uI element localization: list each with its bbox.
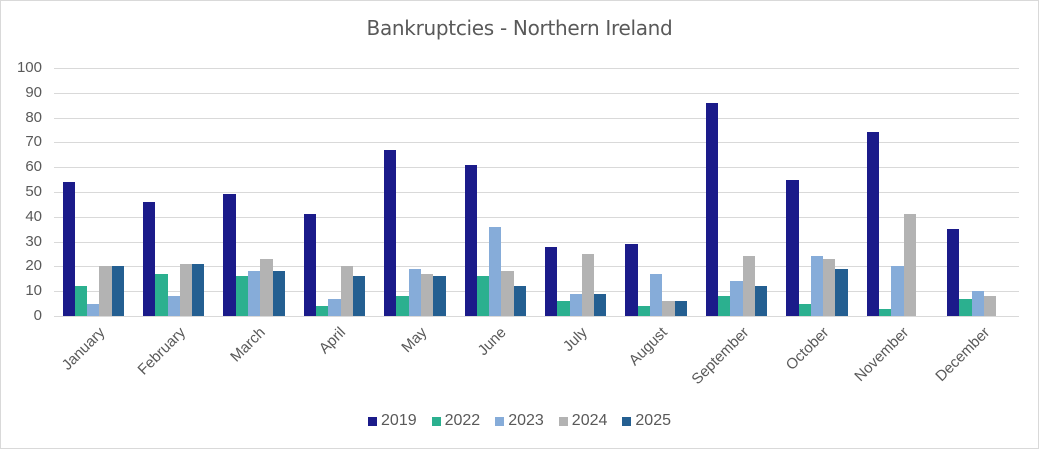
- bar-2025-may: [433, 276, 446, 316]
- bar-2019-september: [705, 102, 719, 316]
- y-tick-label: 50: [25, 183, 42, 200]
- bar-2024-may: [421, 273, 434, 316]
- y-tick-label: 30: [25, 232, 42, 250]
- bar-2024-september: [742, 256, 756, 316]
- bar-2023-august: [650, 273, 663, 316]
- bar-2019-may: [384, 149, 397, 316]
- bar-2022-may: [396, 296, 409, 316]
- bar-2025-september: [755, 286, 768, 316]
- bar-2022-september: [718, 296, 731, 316]
- bar-2024-february: [179, 263, 193, 316]
- bar-2023-july: [569, 293, 582, 316]
- bar-2022-august: [637, 306, 650, 316]
- gridline: [54, 291, 1019, 293]
- y-tick-label: 100: [16, 59, 42, 76]
- bar-2025-april: [352, 276, 366, 316]
- bar-2023-may: [408, 268, 422, 316]
- bar-2024-june: [501, 271, 514, 316]
- gridline: [54, 216, 1019, 218]
- bar-2023-september: [730, 281, 743, 316]
- bar-2022-january: [74, 286, 88, 316]
- gridline: [54, 142, 1019, 144]
- bar-2023-april: [328, 298, 341, 316]
- legend-swatch-icon: [558, 416, 568, 426]
- bar-2025-june: [513, 286, 527, 316]
- y-tick-label: 10: [25, 282, 42, 300]
- legend-label: 2022: [444, 412, 481, 429]
- legend-swatch-icon: [622, 416, 632, 426]
- legend-label: 2019: [381, 412, 417, 429]
- bar-2025-october: [835, 268, 848, 316]
- legend-item-2024: 2024: [558, 412, 608, 430]
- bar-2022-march: [235, 276, 248, 316]
- bar-2019-april: [303, 214, 317, 316]
- chart-title: Bankruptcies - Northern Ireland: [366, 16, 673, 40]
- bar-2024-november: [903, 214, 916, 316]
- bar-2025-july: [594, 293, 607, 316]
- bar-2022-june: [476, 276, 490, 316]
- legend-item-2019: 2019: [368, 412, 417, 430]
- bar-2023-november: [891, 266, 904, 316]
- bar-2023-june: [489, 226, 502, 316]
- bar-2025-january: [111, 266, 124, 316]
- legend-item-2025: 2025: [622, 412, 671, 430]
- bar-2024-january: [99, 266, 112, 316]
- bar-2019-november: [866, 132, 879, 316]
- y-tick-label: 0: [33, 307, 42, 324]
- gridline: [54, 316, 1019, 317]
- legend: 2019 2022 2023 2024 2025: [0, 412, 1039, 430]
- legend-item-2023: 2023: [495, 412, 544, 430]
- bar-2019-february: [142, 201, 156, 316]
- bar-2019-july: [545, 246, 558, 316]
- bar-2024-october: [823, 258, 836, 316]
- gridline: [54, 192, 1019, 193]
- bar-2019-january: [62, 182, 75, 316]
- bar-2019-october: [786, 179, 799, 316]
- y-tick-label: 90: [25, 83, 42, 101]
- legend-label: 2025: [635, 412, 671, 429]
- bar-2022-april: [316, 306, 329, 316]
- bar-2024-april: [340, 266, 353, 316]
- bar-2022-november: [878, 308, 892, 316]
- legend-swatch-icon: [495, 416, 505, 426]
- bar-2019-december: [947, 229, 960, 316]
- bar-2022-july: [557, 301, 570, 316]
- bar-2022-october: [798, 303, 811, 316]
- bar-2022-december: [959, 298, 972, 316]
- legend-item-2022: 2022: [431, 412, 481, 430]
- bar-2025-march: [272, 271, 285, 316]
- bar-2023-october: [810, 256, 824, 316]
- y-tick-label: 80: [25, 108, 42, 126]
- legend-swatch-icon: [431, 416, 441, 426]
- y-tick-label: 60: [25, 158, 42, 176]
- bar-2019-june: [464, 164, 477, 316]
- bar-2023-december: [971, 291, 984, 316]
- bar-2024-december: [983, 296, 997, 316]
- gridline: [54, 241, 1019, 243]
- bar-2023-february: [167, 296, 180, 316]
- bar-2023-january: [87, 303, 100, 316]
- bar-2025-february: [192, 263, 205, 316]
- bar-2019-march: [223, 194, 236, 316]
- legend-label: 2023: [508, 412, 544, 429]
- gridline: [54, 167, 1019, 169]
- bar-2024-july: [581, 254, 595, 316]
- bar-2022-february: [155, 273, 168, 316]
- bar-2024-august: [662, 301, 675, 316]
- legend-swatch-icon: [368, 416, 378, 426]
- gridline: [54, 92, 1019, 94]
- bar-2019-august: [625, 244, 638, 316]
- gridline: [54, 117, 1019, 119]
- y-tick-label: 70: [25, 133, 42, 151]
- bar-2024-march: [260, 258, 273, 316]
- gridline: [54, 266, 1019, 268]
- legend-label: 2024: [571, 412, 608, 429]
- gridline: [54, 68, 1019, 69]
- y-tick-label: 40: [25, 207, 42, 225]
- y-tick-label: 20: [25, 257, 42, 275]
- bar-2023-march: [247, 271, 261, 316]
- bar-2025-august: [674, 301, 687, 316]
